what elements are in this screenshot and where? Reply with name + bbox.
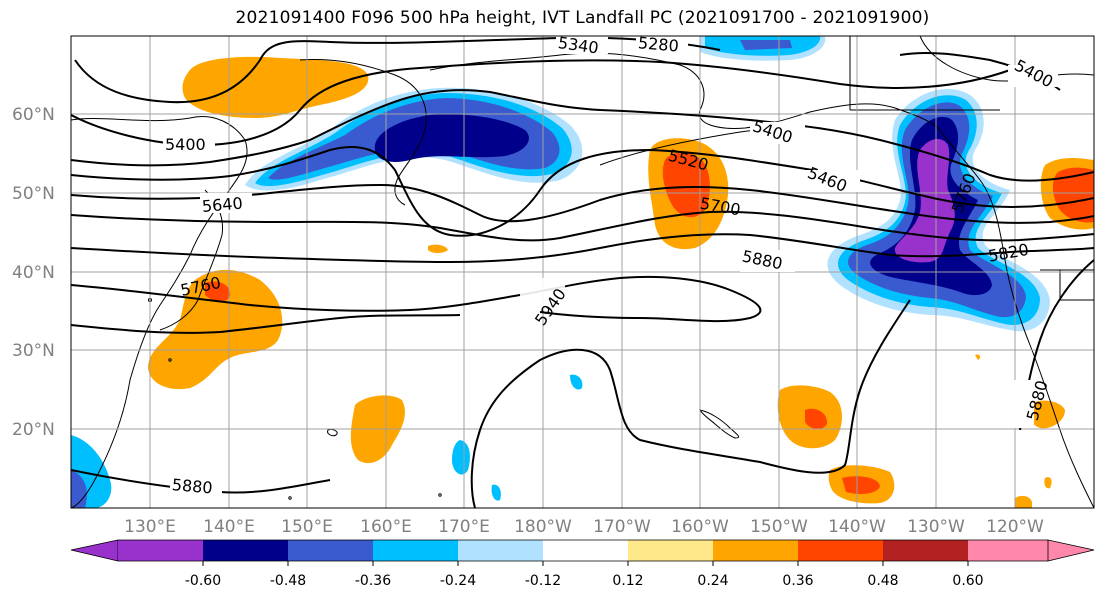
colorbar-segment <box>543 540 628 561</box>
colorbar-ticks <box>202 561 969 566</box>
lat-label: 30°N <box>12 341 55 361</box>
lon-label: 120°W <box>986 517 1044 537</box>
colorbar-segment <box>458 540 543 561</box>
colorbar-segment <box>798 540 883 561</box>
colorbar-segment <box>203 540 288 561</box>
lon-label: 160°E <box>360 517 412 537</box>
lat-label: 50°N <box>12 184 55 204</box>
map-frame <box>70 35 1095 509</box>
contour-label: 5280 <box>637 33 679 55</box>
lon-label: 140°E <box>203 517 255 537</box>
colorbar-segment <box>373 540 458 561</box>
colorbar-segment <box>628 540 713 561</box>
lon-label: 170°E <box>438 517 490 537</box>
lon-label: 150°E <box>281 517 333 537</box>
lon-label: 140°W <box>828 517 886 537</box>
colorbar-tick-label: -0.12 <box>525 573 561 589</box>
colorbar-segment <box>118 540 203 561</box>
colorbar-tick-label: 0.36 <box>782 573 813 589</box>
colorbar-tick-label: -0.36 <box>355 573 391 589</box>
lat-label: 20°N <box>12 420 55 440</box>
gridlines <box>71 36 1094 508</box>
colorbar-tick-label: 0.60 <box>952 573 983 589</box>
lon-label: 130°E <box>124 517 176 537</box>
colorbar-tick-label: 0.48 <box>867 573 898 589</box>
colorbar-tick-label: -0.48 <box>270 573 306 589</box>
contour-label: 5880 <box>171 475 213 497</box>
colorbar-segment <box>288 540 373 561</box>
colorbar-tick-label: 0.24 <box>697 573 728 589</box>
latitude-labels: 60°N 50°N 40°N 30°N 20°N <box>12 105 55 440</box>
lon-label: 180°W <box>514 517 572 537</box>
lon-label: 160°W <box>671 517 729 537</box>
lon-label: 130°W <box>907 517 965 537</box>
colorbar-tick-label: -0.24 <box>440 573 476 589</box>
longitude-labels: 130°E 140°E 150°E 160°E 170°E 180°W 170°… <box>124 517 1044 537</box>
lat-label: 40°N <box>12 263 55 283</box>
contour-label: 5640 <box>201 193 243 215</box>
lon-label: 150°W <box>750 517 808 537</box>
contour-labels: 5340 5280 5400 5400 5640 5400 5460 5520 … <box>163 33 1058 498</box>
contour-label: 5400 <box>165 135 206 154</box>
colorbar-right-extension <box>1047 539 1095 562</box>
colorbar-segment <box>713 540 798 561</box>
lon-label: 170°W <box>593 517 651 537</box>
lat-label: 60°N <box>12 105 55 125</box>
colorbar: -0.60 -0.48 -0.36 -0.24 -0.12 0.12 0.24 … <box>70 539 1095 589</box>
map-title: 2021091400 F096 500 hPa height, IVT Land… <box>235 8 930 28</box>
colorbar-segment <box>883 540 968 561</box>
colorbar-left-extension <box>70 539 119 562</box>
colorbar-segment <box>968 540 1048 561</box>
colorbar-tick-label: 0.12 <box>612 573 643 589</box>
colorbar-tick-label: -0.60 <box>185 573 221 589</box>
